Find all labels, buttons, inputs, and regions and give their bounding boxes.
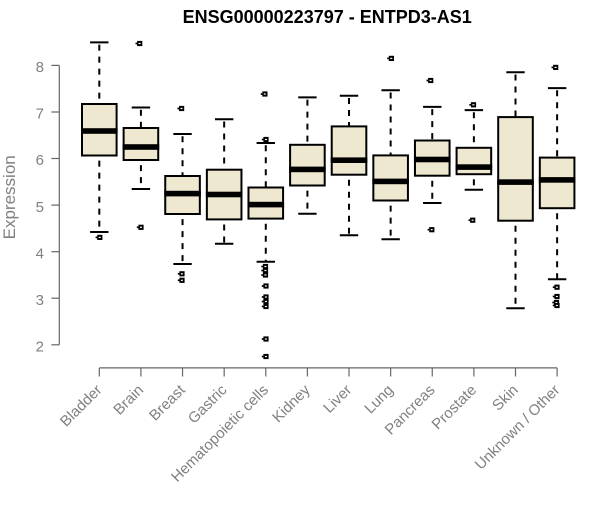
svg-text:8: 8 [36,59,44,76]
svg-text:5: 5 [36,199,44,216]
svg-text:Expression: Expression [0,155,19,239]
svg-text:3: 3 [36,292,44,309]
svg-text:7: 7 [36,106,44,123]
svg-text:4: 4 [36,245,44,262]
svg-text:ENSG00000223797 - ENTPD3-AS1: ENSG00000223797 - ENTPD3-AS1 [183,7,472,27]
svg-text:6: 6 [36,152,44,169]
svg-text:2: 2 [36,339,44,356]
